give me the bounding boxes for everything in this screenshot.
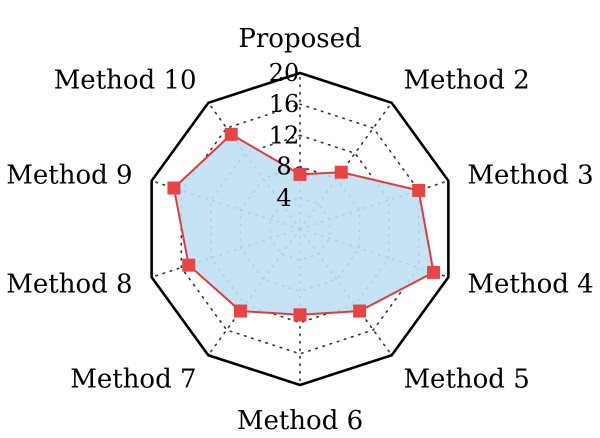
outer-frame <box>150 71 450 387</box>
axis-label-proposed: Proposed <box>238 24 361 54</box>
axis-label-method-7: Method 7 <box>70 364 196 394</box>
axis-label-method-10: Method 10 <box>54 66 197 96</box>
data-point-method-7 <box>233 304 247 318</box>
axis-label-method-4: Method 4 <box>467 269 593 299</box>
tick-label-16: 16 <box>269 90 300 118</box>
series-layer <box>167 127 441 322</box>
axis-label-method-6: Method 6 <box>237 406 363 436</box>
grid-ring-16 <box>180 103 420 355</box>
tick-label-12: 12 <box>269 121 300 149</box>
tick-label-layer: 4 8 12 16 20 <box>269 59 300 212</box>
data-point-method-5 <box>353 304 367 318</box>
axis-label-method-3: Method 3 <box>467 161 593 191</box>
data-point-proposed <box>293 167 307 181</box>
data-point-method-6 <box>293 308 307 322</box>
data-point-method-10 <box>224 127 238 141</box>
data-point-method-2 <box>334 165 348 179</box>
tick-label-8: 8 <box>276 153 291 181</box>
data-point-method-4 <box>427 265 441 279</box>
data-point-method-8 <box>182 258 196 272</box>
axis-label-method-8: Method 8 <box>6 269 132 299</box>
data-point-method-9 <box>167 181 181 195</box>
tick-label-20: 20 <box>269 59 300 87</box>
data-point-method-3 <box>412 183 426 197</box>
tick-label-4: 4 <box>276 184 291 212</box>
axis-label-method-2: Method 2 <box>403 66 529 96</box>
axis-label-method-9: Method 9 <box>6 161 132 191</box>
outer-frame-layer <box>150 71 450 387</box>
axis-label-method-5: Method 5 <box>403 364 529 394</box>
axis-label-layer: Proposed Method 2 Method 3 Method 4 Method 5… <box>6 24 593 436</box>
